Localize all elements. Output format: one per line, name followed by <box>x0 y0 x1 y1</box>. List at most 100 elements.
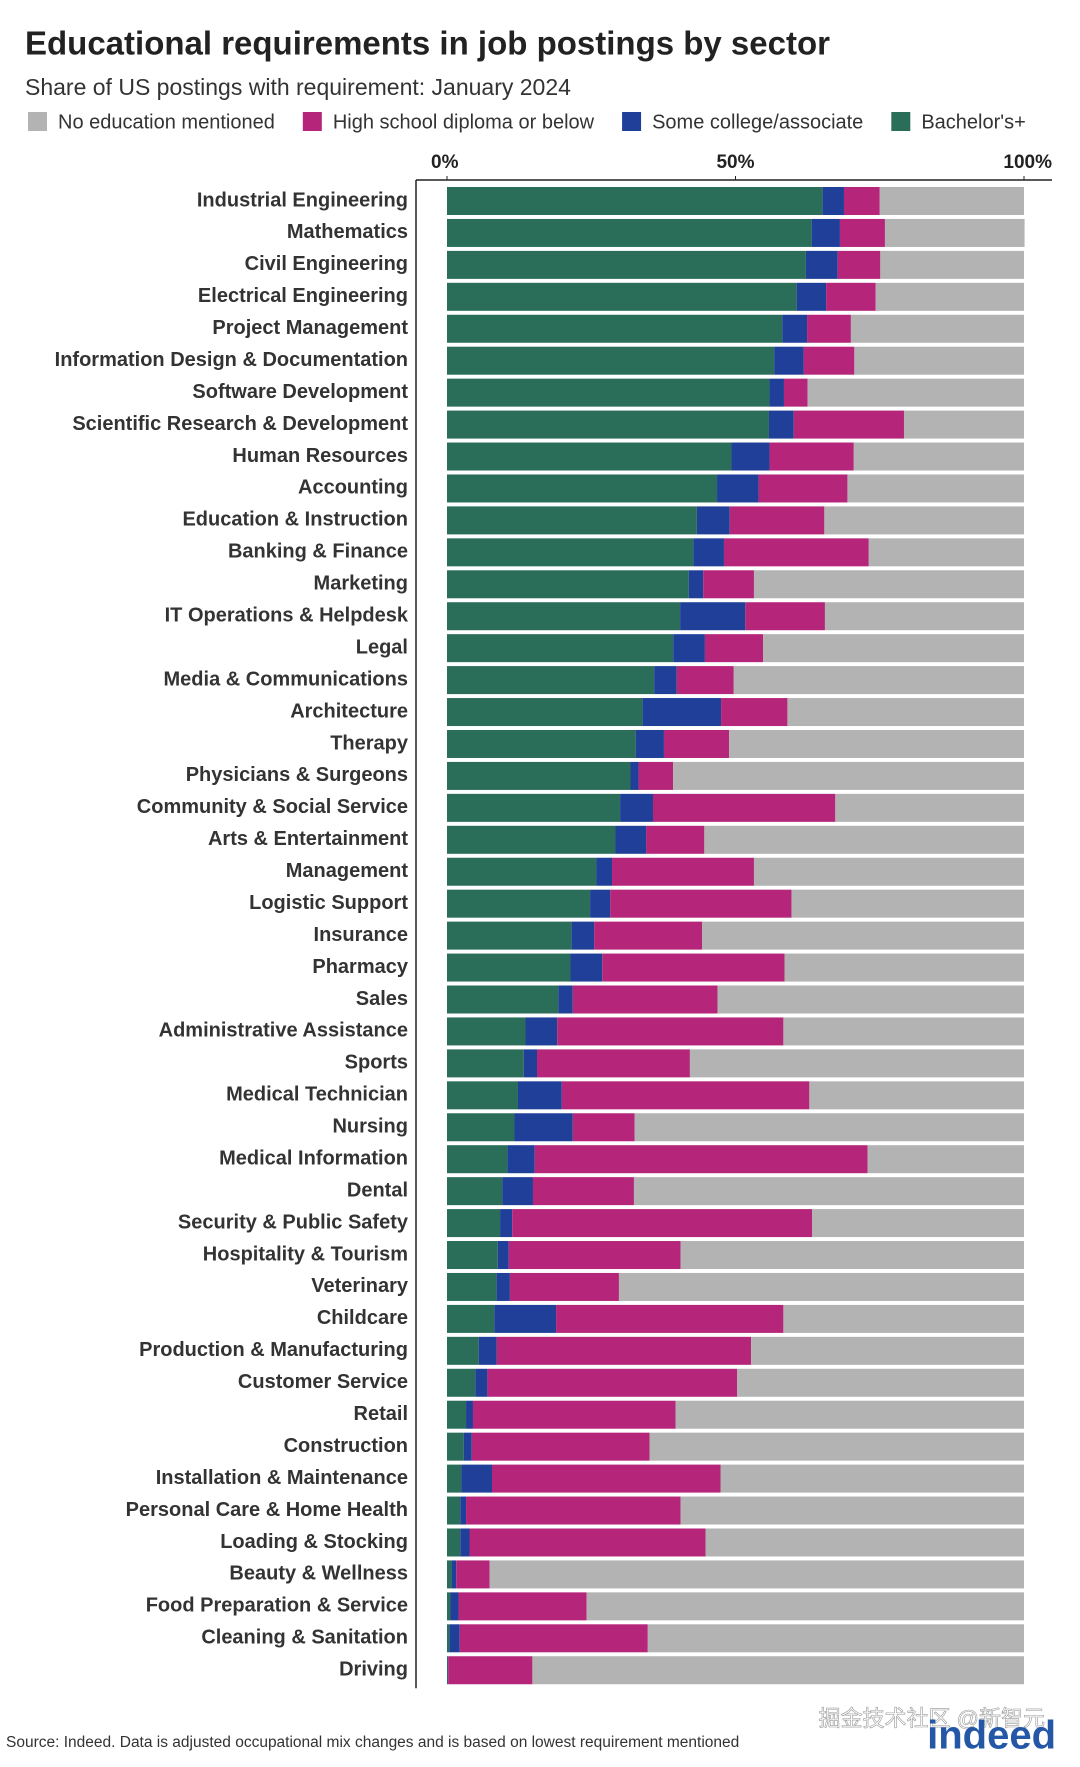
bar-segment <box>811 218 840 247</box>
chart-title: Educational requirements in job postings… <box>25 25 830 62</box>
bar-segment <box>812 1209 1024 1238</box>
bar-segment <box>447 506 697 535</box>
bar-segment <box>875 282 1024 311</box>
category-label: Installation & Maintenance <box>156 1467 408 1489</box>
bar-segment <box>458 1592 587 1621</box>
category-label: Driving <box>339 1659 408 1681</box>
bar-segment <box>447 1113 515 1142</box>
category-label: Production & Manufacturing <box>139 1339 408 1361</box>
bar-segment <box>447 825 616 854</box>
bar-segment <box>447 1432 464 1461</box>
bar-segment <box>447 1560 452 1589</box>
bar-segment <box>517 1081 562 1110</box>
bar-segment <box>703 570 754 599</box>
bar-segment <box>853 442 1024 471</box>
bar-segment <box>884 218 1025 247</box>
bar-segment <box>731 442 770 471</box>
bar-segment <box>507 1145 535 1174</box>
bar-segment <box>675 1400 1024 1429</box>
bar-segment <box>447 698 643 727</box>
bar-segment <box>447 218 812 247</box>
bar-segment <box>447 1656 448 1685</box>
bar-segment <box>807 378 1024 407</box>
bar-segment <box>903 410 1024 439</box>
bar-segment <box>737 1368 1024 1397</box>
bar-segment <box>673 634 705 663</box>
bar-segment <box>508 1241 681 1270</box>
bar-segment <box>596 857 613 886</box>
bar-segment <box>839 218 885 247</box>
bar-segment <box>447 729 636 758</box>
category-label: Loading & Stocking <box>220 1531 408 1553</box>
category-label: Customer Service <box>238 1371 408 1393</box>
bar-segment <box>532 1177 634 1206</box>
bar-segment <box>447 187 823 215</box>
chart-subtitle: Share of US postings with requirement: J… <box>25 74 571 100</box>
category-label: Architecture <box>290 700 408 722</box>
bar-segment <box>447 1304 495 1333</box>
watermark: 掘金技术社区 @新智元 <box>819 1706 1045 1731</box>
bar-segment <box>783 378 808 407</box>
bar-segment <box>809 1081 1024 1110</box>
category-label: Personal Care & Home Health <box>126 1499 408 1521</box>
bar-segment <box>557 1017 784 1046</box>
bar-segment <box>729 729 1024 758</box>
bar-segment <box>472 1400 676 1429</box>
category-label: Insurance <box>314 924 408 946</box>
bar-segment <box>450 1592 459 1621</box>
bar-segment <box>638 761 674 790</box>
bar-segment <box>783 1304 1024 1333</box>
bar-segment <box>447 538 694 567</box>
bar-segment <box>680 602 746 631</box>
bar-segment <box>723 538 869 567</box>
bar-segment <box>523 1049 538 1078</box>
legend-swatch <box>622 112 642 131</box>
category-label: Human Resources <box>232 445 408 467</box>
bar-segment <box>489 1560 1024 1589</box>
category-label: Administrative Assistance <box>159 1020 408 1042</box>
bar-segment <box>721 698 788 727</box>
bar-segment <box>447 1528 461 1557</box>
bar-segment <box>590 889 611 918</box>
bar-segment <box>602 953 785 982</box>
category-label: Accounting <box>298 477 408 499</box>
bar-segment <box>447 1049 524 1078</box>
bar-segment <box>447 570 689 599</box>
bar-segment <box>635 729 664 758</box>
category-label: Scientific Research & Development <box>72 413 408 435</box>
bar-segment <box>854 346 1024 375</box>
bar-segment <box>676 666 734 695</box>
bar-segment <box>451 1560 457 1589</box>
bar-segment <box>447 442 732 471</box>
bar-segment <box>704 634 764 663</box>
bar-segment <box>680 1496 1024 1525</box>
bar-segment <box>492 1464 721 1493</box>
legend-label: Some college/associate <box>652 111 863 133</box>
bar-segment <box>768 410 794 439</box>
bar-segment <box>502 1177 533 1206</box>
bar-segment <box>447 921 572 950</box>
bar-segment <box>447 1145 508 1174</box>
bar-segment <box>447 1368 476 1397</box>
bar-segment <box>447 889 591 918</box>
bar-segment <box>496 1336 752 1365</box>
bar-segment <box>633 1177 1024 1206</box>
category-label: Marketing <box>314 573 408 595</box>
bar-segment <box>449 1624 460 1653</box>
category-label: Security & Public Safety <box>178 1211 409 1233</box>
bar-segment <box>646 825 705 854</box>
bar-segment <box>720 1464 1024 1493</box>
bar-segment <box>784 953 1024 982</box>
category-label: Beauty & Wellness <box>229 1563 408 1585</box>
bar-segment <box>594 921 703 950</box>
bar-segment <box>826 282 876 311</box>
bar-segment <box>680 1241 1024 1270</box>
bar-segment <box>463 1432 472 1461</box>
category-label: Sports <box>345 1052 408 1074</box>
bar-segment <box>717 985 1024 1014</box>
category-label: Mathematics <box>287 221 408 243</box>
source-note: Source: Indeed. Data is adjusted occupat… <box>6 1734 739 1751</box>
bar-segment <box>571 921 595 950</box>
category-label: Pharmacy <box>312 956 408 978</box>
